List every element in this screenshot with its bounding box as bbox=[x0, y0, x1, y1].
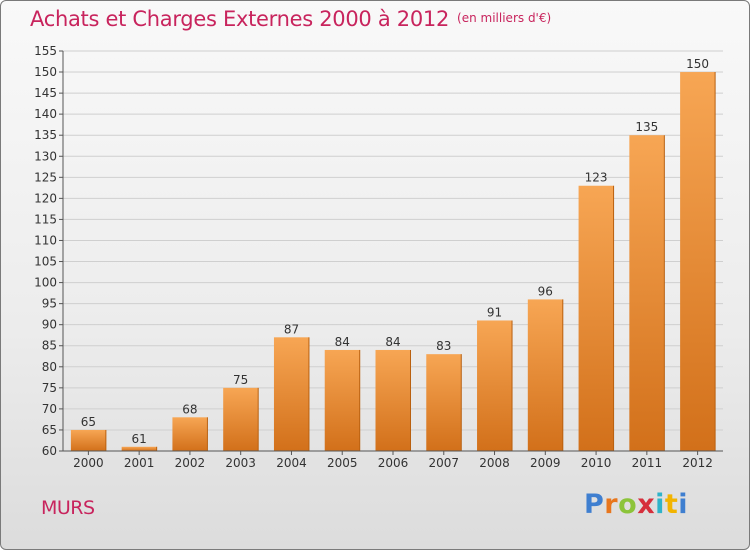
data-label: 84 bbox=[385, 335, 400, 349]
y-tick-label: 80 bbox=[42, 360, 57, 374]
y-tick-label: 65 bbox=[42, 423, 57, 437]
bar bbox=[70, 429, 106, 451]
data-label: 75 bbox=[233, 373, 248, 387]
x-tick-label: 2001 bbox=[124, 456, 155, 470]
x-tick-label: 2010 bbox=[581, 456, 612, 470]
bar bbox=[629, 135, 665, 452]
bar bbox=[121, 446, 157, 451]
logo-letter: r bbox=[604, 489, 619, 520]
data-label: 135 bbox=[635, 120, 658, 134]
y-tick-label: 130 bbox=[34, 149, 57, 163]
y-tick-label: 135 bbox=[34, 128, 57, 142]
labels: 60 65 70 75 80 85 90 95 100 105 110 115 120 125 130 135… bbox=[34, 44, 713, 470]
y-tick-label: 140 bbox=[34, 107, 57, 121]
data-label: 65 bbox=[81, 415, 96, 429]
bar bbox=[426, 354, 462, 451]
y-tick-label: 110 bbox=[34, 233, 57, 247]
y-tick-label: 100 bbox=[34, 276, 57, 290]
bar bbox=[375, 349, 411, 451]
x-tick-label: 2002 bbox=[175, 456, 206, 470]
data-label: 68 bbox=[182, 402, 197, 416]
y-tick-label: 155 bbox=[34, 44, 57, 58]
x-tick-label: 2003 bbox=[225, 456, 256, 470]
y-tick-label: 150 bbox=[34, 65, 57, 79]
logo-letter: t bbox=[664, 489, 679, 520]
bar bbox=[273, 337, 309, 451]
y-tick-label: 125 bbox=[34, 170, 57, 184]
logo-letter: i bbox=[655, 489, 665, 520]
logo-letter: P bbox=[584, 489, 605, 520]
y-tick-label: 60 bbox=[42, 444, 57, 458]
y-tick-label: 85 bbox=[42, 339, 57, 353]
bar bbox=[477, 320, 513, 451]
data-label: 91 bbox=[487, 305, 502, 319]
data-label: 61 bbox=[132, 432, 147, 446]
bar bbox=[578, 185, 614, 451]
logo-letter: o bbox=[618, 489, 638, 520]
x-tick-label: 2009 bbox=[530, 456, 561, 470]
y-tick-label: 145 bbox=[34, 86, 57, 100]
bar bbox=[680, 72, 716, 451]
bars bbox=[70, 72, 716, 452]
x-tick-label: 2011 bbox=[632, 456, 663, 470]
unit-note: (en milliers d'€) bbox=[457, 11, 552, 25]
bar bbox=[223, 387, 259, 451]
y-tick-label: 95 bbox=[42, 297, 57, 311]
chart-title: Achats et Charges Externes 2000 à 2012 (e… bbox=[30, 7, 551, 31]
data-label: 84 bbox=[335, 335, 350, 349]
y-tick-label: 120 bbox=[34, 191, 57, 205]
bar bbox=[527, 299, 563, 451]
x-tick-label: 2006 bbox=[378, 456, 409, 470]
x-tick-label: 2005 bbox=[327, 456, 358, 470]
data-label: 150 bbox=[686, 57, 709, 71]
data-label: 87 bbox=[284, 322, 299, 336]
data-label: 123 bbox=[585, 171, 608, 185]
logo-letter: x bbox=[637, 489, 656, 520]
x-tick-label: 2000 bbox=[73, 456, 104, 470]
axes bbox=[59, 50, 723, 455]
y-tick-label: 90 bbox=[42, 318, 57, 332]
y-tick-label: 75 bbox=[42, 381, 57, 395]
logo-letter: i bbox=[678, 489, 689, 520]
x-tick-label: 2004 bbox=[276, 456, 307, 470]
bar bbox=[172, 417, 208, 451]
data-label: 83 bbox=[436, 339, 451, 353]
proxiti-logo: Proxiti bbox=[584, 489, 688, 520]
y-tick-label: 70 bbox=[42, 402, 57, 416]
bar bbox=[324, 349, 360, 451]
y-tick-label: 105 bbox=[34, 255, 57, 269]
x-tick-label: 2007 bbox=[428, 456, 459, 470]
chart-title-text: Achats et Charges Externes 2000 à 2012 bbox=[30, 7, 450, 31]
place-label: MURS bbox=[41, 497, 95, 519]
data-label: 96 bbox=[538, 284, 553, 298]
x-tick-label: 2008 bbox=[479, 456, 510, 470]
x-tick-label: 2012 bbox=[682, 456, 713, 470]
y-tick-label: 115 bbox=[34, 212, 57, 226]
